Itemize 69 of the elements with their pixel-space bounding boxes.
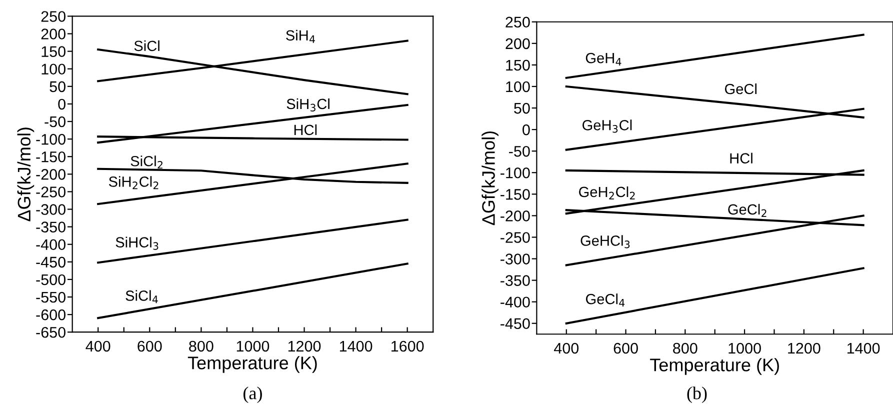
text: (b) <box>687 386 707 403</box>
series-label: GeCl$_{4}$ <box>586 294 625 306</box>
y-tick-label: -550 <box>36 292 66 303</box>
y-tick-label: 100 <box>42 64 66 75</box>
y-tick-label: 50 <box>514 102 530 114</box>
series-label: GeHCl$_{3}$ <box>580 235 630 248</box>
y-tick-label: -100 <box>36 134 66 145</box>
y-tick-label: -50 <box>44 116 66 128</box>
series-label: GeH$_{4}$ <box>586 52 622 66</box>
x-tick-label: 1200 <box>288 340 321 352</box>
series-label: GeCl <box>724 83 756 94</box>
x-tick-label: 400 <box>86 340 110 352</box>
y-tick-label: 250 <box>41 11 66 22</box>
y-tick-label: -150 <box>36 151 66 162</box>
y-tick-label: -200 <box>500 210 530 222</box>
text: (a) <box>243 386 262 403</box>
y-tick-label: -250 <box>500 232 530 243</box>
y-tick-label: -200 <box>36 169 66 180</box>
y-tick-label: -100 <box>500 167 530 178</box>
series-label: SiCl$_{4}$ <box>126 290 158 304</box>
x-tick-label: 1600 <box>392 340 424 352</box>
series-label: HCl <box>294 124 317 136</box>
y-tick-label: -350 <box>36 222 66 232</box>
series-label: SiH$_{3}$Cl <box>286 98 330 112</box>
series-label: SiCl$_{2}$ <box>130 156 162 169</box>
x-axis-title: Temperature (K) <box>650 358 779 375</box>
y-tick-label: -400 <box>36 239 66 250</box>
y-tick-label: 0 <box>522 124 530 136</box>
series-label: GeH$_{3}$Cl <box>582 120 632 133</box>
y-tick-label: -600 <box>36 309 66 320</box>
x-tick-label: 600 <box>138 340 162 352</box>
series-label: GeCl$_{2}$ <box>728 204 766 217</box>
x-tick-label: 1200 <box>788 342 820 354</box>
x-tick-label: 800 <box>673 342 698 354</box>
series-label: GeH$_{2}$Cl$_{2}$ <box>579 186 635 200</box>
y-tick-label: -650 <box>36 326 66 338</box>
y-tick-label: 200 <box>506 38 530 50</box>
y-tick-label: 0 <box>58 98 66 110</box>
series-label: SiH$_{2}$Cl$_{2}$ <box>108 176 158 190</box>
y-tick-label: -150 <box>500 189 530 200</box>
y-tick-label: 150 <box>506 60 530 71</box>
y-tick-label: -300 <box>36 204 66 215</box>
x-tick-label: 1400 <box>340 340 372 352</box>
x-tick-label: 1000 <box>728 342 761 354</box>
y-tick-label: -300 <box>500 254 530 264</box>
y-axis-title: ΔGf(kJ/mol) <box>17 128 34 222</box>
x-tick-label: 600 <box>614 342 638 354</box>
y-tick-label: -500 <box>36 274 66 286</box>
y-tick-label: 150 <box>42 46 66 57</box>
y-axis-title: ΔGf(kJ/mol) <box>482 131 498 226</box>
y-tick-label: -350 <box>500 275 530 286</box>
x-tick-label: 1400 <box>847 342 880 354</box>
y-tick-label: 50 <box>50 81 66 92</box>
y-tick-label: 100 <box>506 81 530 92</box>
y-tick-label: -50 <box>509 146 530 157</box>
y-tick-label: -400 <box>500 296 530 308</box>
series-label: SiH$_{4}$ <box>286 30 315 43</box>
x-tick-label: 400 <box>554 342 579 354</box>
y-tick-label: -250 <box>36 186 66 198</box>
series-label: HCl <box>730 152 752 164</box>
x-axis-title: Temperature (K) <box>188 356 317 373</box>
x-tick-label: 1000 <box>236 340 270 352</box>
x-tick-label: 800 <box>189 340 214 352</box>
series-label: SiHCl$_{3}$ <box>116 236 158 250</box>
y-tick-label: 250 <box>506 16 530 28</box>
y-tick-label: -450 <box>36 256 66 268</box>
y-tick-label: -450 <box>500 318 530 330</box>
series-label: SiCl <box>134 40 160 52</box>
y-tick-label: 200 <box>41 28 66 40</box>
